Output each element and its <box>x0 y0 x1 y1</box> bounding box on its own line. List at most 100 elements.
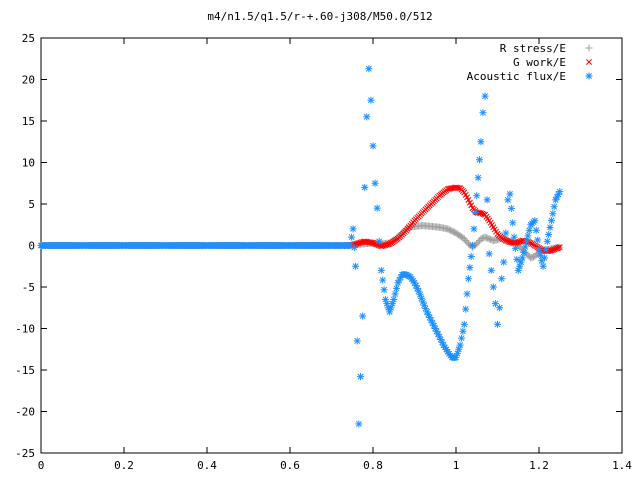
acoustic-flux-point <box>474 174 482 182</box>
acoustic-flux-point <box>487 266 495 274</box>
acoustic-flux-point <box>350 244 358 252</box>
acoustic-flux-point <box>521 243 529 251</box>
acoustic-flux-point <box>489 283 497 291</box>
acoustic-flux-point <box>524 232 532 240</box>
acoustic-flux-point <box>348 233 356 241</box>
acoustic-flux-point <box>535 246 543 254</box>
y-tick-label: -25 <box>15 447 35 460</box>
acoustic-flux-point <box>379 276 387 284</box>
series-0 <box>37 222 564 262</box>
acoustic-flux-point <box>363 113 371 121</box>
acoustic-flux-point <box>380 286 388 294</box>
acoustic-flux-point <box>473 192 481 200</box>
acoustic-flux-point <box>483 196 491 204</box>
acoustic-flux-point <box>456 341 464 349</box>
legend-marker <box>585 44 593 52</box>
acoustic-flux-point <box>464 275 472 283</box>
acoustic-flux-point <box>518 254 526 262</box>
acoustic-flux-point <box>504 196 512 204</box>
acoustic-flux-point <box>509 219 517 227</box>
acoustic-flux-point <box>520 248 528 256</box>
acoustic-flux-point <box>523 237 531 245</box>
y-tick-label: 5 <box>28 198 35 211</box>
y-tick-label: -20 <box>15 406 35 419</box>
acoustic-flux-point <box>481 92 489 100</box>
acoustic-flux-point <box>367 96 375 104</box>
acoustic-flux-point <box>470 225 478 233</box>
y-tick-label: 15 <box>22 115 35 128</box>
x-tick-label: 1.4 <box>612 459 632 472</box>
data-marks <box>37 65 564 428</box>
acoustic-flux-point <box>525 226 533 234</box>
acoustic-flux-point <box>471 208 479 216</box>
acoustic-flux-point <box>458 334 466 342</box>
acoustic-flux-point <box>477 138 485 146</box>
legend-marker <box>586 59 592 65</box>
x-tick-label: 0 <box>38 459 45 472</box>
acoustic-flux-point <box>494 320 501 328</box>
acoustic-flux-point <box>545 230 553 238</box>
x-tick-label: 0.8 <box>363 459 383 472</box>
acoustic-flux-point <box>357 373 365 381</box>
acoustic-flux-point <box>485 250 493 258</box>
acoustic-flux-point <box>546 224 554 232</box>
acoustic-flux-point <box>531 217 539 225</box>
acoustic-flux-point <box>365 65 373 73</box>
acoustic-flux-point <box>543 237 551 245</box>
legend-label: Acoustic flux/E <box>467 70 566 83</box>
acoustic-flux-point <box>469 242 477 249</box>
g-work-point <box>555 244 562 251</box>
x-tick-label: 0.4 <box>197 459 217 472</box>
chart-title: m4/n1.5/q1.5/r-+.60-j308/M50.0/512 <box>207 10 432 23</box>
acoustic-flux-point <box>476 156 484 164</box>
acoustic-flux-point <box>390 295 398 303</box>
x-tick-label: 1 <box>453 459 460 472</box>
x-tick-label: 0.2 <box>114 459 134 472</box>
acoustic-flux-point <box>355 420 363 428</box>
y-tick-label: -5 <box>22 281 35 294</box>
acoustic-flux-point <box>391 290 399 298</box>
acoustic-flux-point <box>377 266 385 274</box>
acoustic-flux-point <box>511 244 519 252</box>
acoustic-flux-point <box>479 109 487 117</box>
acoustic-flux-point <box>556 188 564 196</box>
acoustic-flux-point <box>371 179 379 187</box>
acoustic-flux-point <box>510 233 518 241</box>
acoustic-flux-point <box>532 226 540 234</box>
y-tick-label: 0 <box>28 240 35 253</box>
acoustic-flux-point <box>513 255 521 263</box>
acoustic-flux-point <box>502 229 510 237</box>
acoustic-flux-point <box>361 183 369 191</box>
acoustic-flux-point <box>375 237 383 245</box>
acoustic-flux-point <box>459 327 467 335</box>
legend-marker <box>585 72 593 80</box>
x-tick-label: 0.6 <box>280 459 300 472</box>
acoustic-flux-point <box>466 264 474 272</box>
acoustic-flux-point <box>369 142 377 150</box>
acoustic-flux-point <box>534 236 542 244</box>
acoustic-flux-point <box>541 254 549 262</box>
acoustic-flux-point <box>460 320 468 328</box>
x-tick-label: 1.2 <box>529 459 549 472</box>
series-2 <box>37 65 564 428</box>
acoustic-flux-point <box>352 262 360 270</box>
acoustic-flux-point <box>496 304 504 312</box>
y-axis-ticks: -25 -20 -15 -10 -5 0 5 10 15 20 25 <box>15 32 622 460</box>
acoustic-flux-point <box>536 251 544 259</box>
y-tick-label: -10 <box>15 323 35 336</box>
acoustic-flux-point <box>498 275 506 283</box>
acoustic-flux-point <box>539 262 547 270</box>
legend-label: R stress/E <box>500 42 566 55</box>
g-work-point <box>455 184 462 191</box>
acoustic-flux-point <box>542 246 550 254</box>
acoustic-flux-point <box>547 217 555 225</box>
acoustic-flux-point <box>393 284 401 292</box>
acoustic-flux-point <box>507 204 515 212</box>
y-tick-label: 25 <box>22 32 35 45</box>
acoustic-flux-point <box>353 337 361 345</box>
acoustic-flux-point <box>373 204 381 212</box>
acoustic-flux-point <box>462 305 470 313</box>
